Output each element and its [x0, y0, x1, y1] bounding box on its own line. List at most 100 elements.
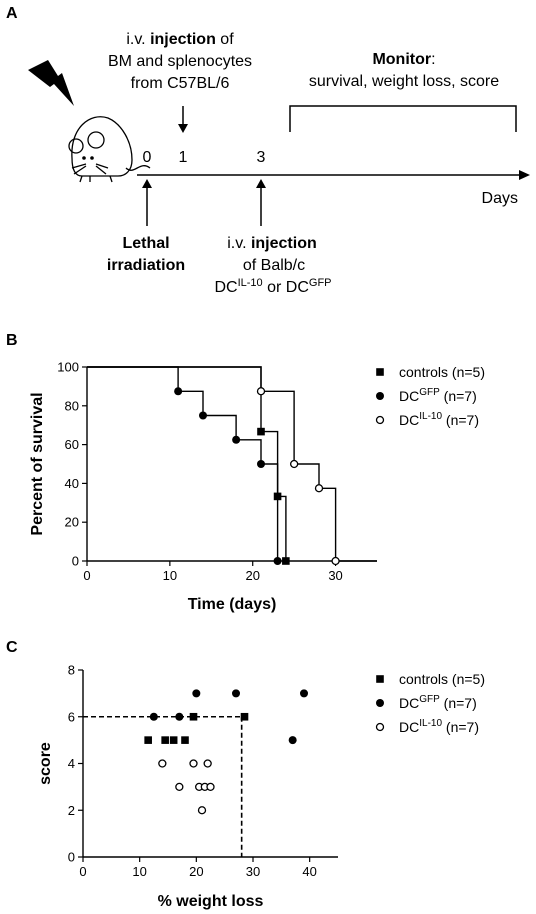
scatter-point-open-circle: [206, 782, 215, 792]
y-tick-label: 2: [68, 803, 75, 818]
timeline-day-1: 1: [179, 149, 188, 166]
injection-1-line-3: from C57BL/6: [131, 75, 230, 92]
injection-2-arrowhead-icon: [256, 179, 266, 188]
scatter-point-open-circle: [158, 759, 167, 768]
y-tick-label: 8: [68, 663, 75, 678]
panel-a-label: A: [6, 5, 18, 22]
legend-label: DCIL-10 (n=7): [399, 718, 479, 735]
survival-point-filled-circle: [257, 460, 265, 468]
score-chart: 0 2 4 6 8 0 10 20 30 40 % weight loss score controls…: [37, 663, 485, 911]
scatter-point-filled-circle: [232, 689, 240, 698]
x-tick-label: 0: [83, 568, 90, 583]
legend-marker-square: [376, 675, 384, 683]
y-tick-label: 0: [68, 850, 75, 865]
irradiation-line-2: irradiation: [107, 257, 185, 274]
scatter-point-square: [144, 736, 152, 744]
legend-label: controls (n=5): [399, 364, 485, 380]
y-tick-label: 80: [65, 398, 79, 413]
y-tick-label: 40: [65, 476, 79, 491]
scatter-point-open-circle: [197, 806, 207, 815]
panel-c: C 0 2 4 6 8 0 10 20 30 40 % weight loss score contro…: [6, 639, 485, 910]
panel-b-label: B: [6, 332, 18, 349]
timeline-day-3: 3: [257, 149, 266, 166]
legend-label: DCIL-10 (n=7): [399, 411, 479, 428]
y-axis-title: Percent of survival: [29, 392, 46, 535]
injection-1-line-2: BM and splenocytes: [108, 53, 252, 70]
scatter-point-filled-circle: [300, 689, 308, 698]
y-tick-label: 20: [65, 515, 79, 530]
scatter-point-square: [161, 736, 169, 744]
survival-point-square: [282, 557, 290, 565]
survival-curve-square: [87, 366, 287, 561]
y-tick-label: 100: [57, 360, 79, 375]
legend-marker-square: [376, 368, 384, 376]
survival-chart: 0 20 40 60 80 100 0 10 20 30 Time (days) Percent of…: [29, 360, 485, 614]
x-tick-label: 10: [132, 864, 146, 879]
x-tick-label: 0: [79, 864, 86, 879]
injection-1-line-1: i.v. injection of: [126, 31, 234, 48]
scatter-point-square: [240, 712, 249, 721]
injection-2-line-2: of Balb/c: [243, 257, 305, 274]
x-tick-label: 30: [328, 568, 342, 583]
survival-point-open-circle: [256, 387, 266, 396]
scatter-point-square: [189, 712, 198, 721]
survival-point-filled-circle: [273, 557, 282, 565]
scatter-point-square: [169, 736, 178, 744]
scatter-point-filled-circle: [288, 736, 297, 745]
survival-curve-filled-circle: [87, 366, 279, 561]
y-tick-label: 60: [65, 437, 79, 452]
y-axis-title: score: [37, 742, 54, 785]
legend-label: DCGFP (n=7): [399, 694, 477, 711]
survival-point-filled-circle: [174, 387, 183, 396]
x-tick-label: 40: [302, 864, 316, 879]
survival-point-open-circle: [331, 556, 340, 566]
monitor-subtitle: survival, weight loss, score: [309, 73, 499, 90]
scatter-point-open-circle: [189, 759, 198, 768]
x-tick-label: 10: [163, 568, 177, 583]
survival-point-filled-circle: [199, 411, 207, 420]
survival-curve-open-circle: [87, 366, 377, 562]
irradiation-arrowhead-icon: [142, 179, 152, 188]
scatter-point-open-circle: [175, 782, 184, 792]
survival-point-open-circle: [314, 484, 324, 493]
x-axis-title: Time (days): [188, 596, 277, 613]
legend-marker-open-circle: [375, 722, 385, 732]
mouse-eye-icon: [90, 156, 94, 160]
x-tick-label: 30: [246, 864, 260, 879]
survival-point-filled-circle: [232, 435, 241, 444]
scatter-point-filled-circle: [175, 712, 184, 721]
x-tick-label: 20: [189, 864, 203, 879]
scatter-point-filled-circle: [149, 712, 158, 721]
injection-2-line-1: i.v. injection: [227, 235, 316, 252]
survival-point-square: [257, 427, 265, 436]
timeline-arrowhead-icon: [519, 170, 530, 180]
x-tick-label: 20: [245, 568, 259, 583]
injection-1-arrowhead-icon: [178, 124, 188, 133]
injection-2-line-3: DCIL-10 or DCGFP: [214, 277, 331, 296]
scatter-point-open-circle: [203, 759, 212, 768]
timeline-day-0: 0: [143, 149, 152, 166]
legend-marker-filled-circle: [376, 392, 384, 400]
scatter-point-filled-circle: [192, 689, 201, 698]
timeline-unit: Days: [482, 190, 518, 207]
panel-c-label: C: [6, 639, 18, 656]
survival-point-open-circle: [289, 459, 299, 469]
irradiation-line-1: Lethal: [122, 235, 169, 252]
x-axis-title: % weight loss: [158, 893, 264, 910]
panel-a: A i.v. injection of BM and splenocytes f…: [6, 5, 530, 296]
legend-label: DCGFP (n=7): [399, 387, 477, 404]
mouse-eye-icon: [82, 156, 86, 160]
y-tick-label: 0: [72, 554, 79, 569]
legend-label: controls (n=5): [399, 671, 485, 687]
monitor-title: Monitor:: [372, 51, 435, 68]
scatter-point-square: [181, 736, 189, 744]
panel-b: B 0 20 40 60 80 100 0 10 20 30 Time (days) Percent …: [6, 332, 485, 613]
y-tick-label: 4: [68, 756, 75, 771]
lightning-bolt-icon: [28, 60, 74, 106]
y-tick-label: 6: [68, 709, 75, 724]
legend-marker-filled-circle: [376, 699, 384, 707]
mouse-icon: [68, 116, 151, 183]
legend-marker-open-circle: [375, 415, 385, 425]
monitor-bracket: [289, 105, 517, 132]
